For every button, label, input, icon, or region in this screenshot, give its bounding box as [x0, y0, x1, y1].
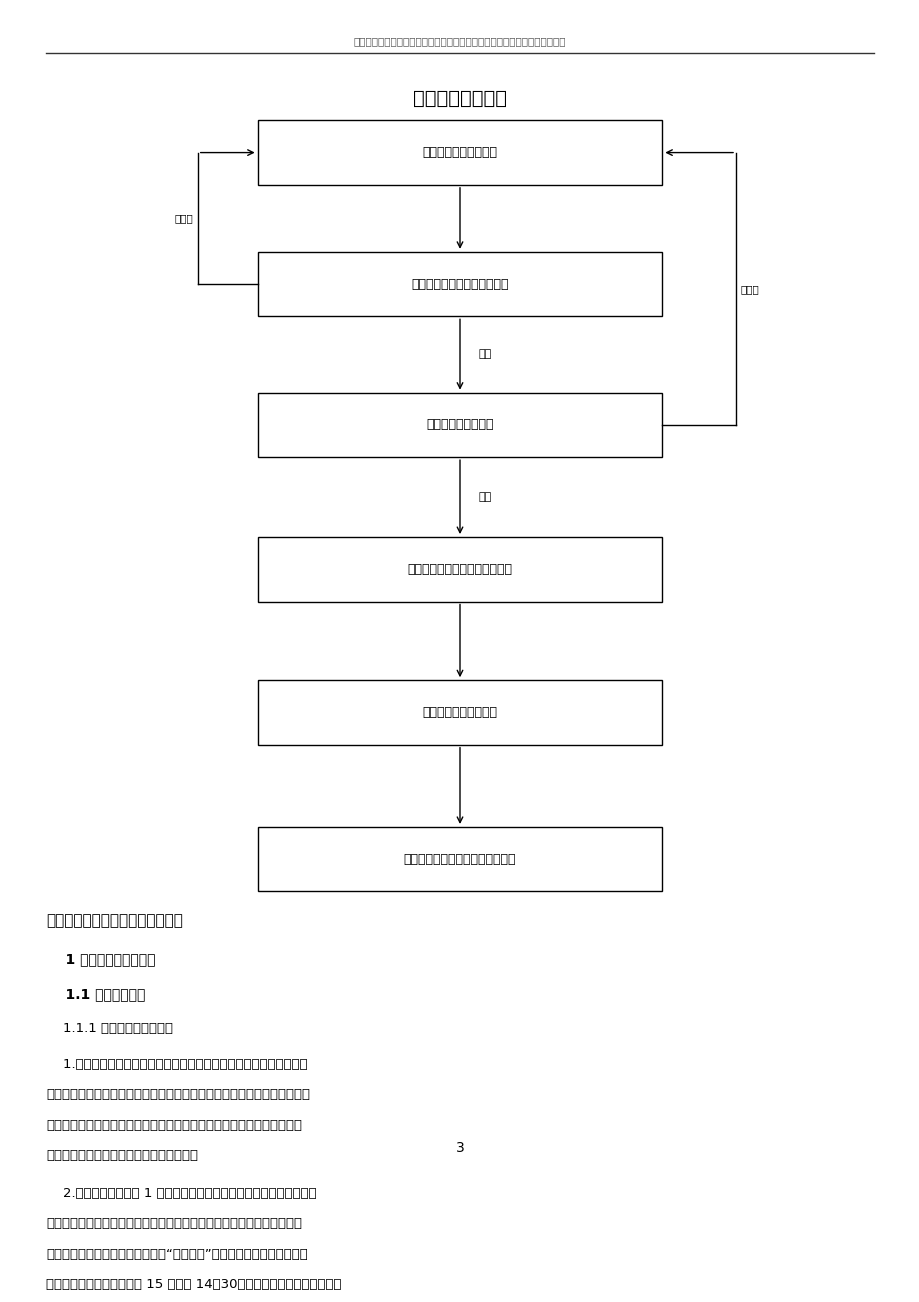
FancyBboxPatch shape [257, 827, 662, 892]
Text: 工安全措施、施工安全配合协议、“三图一表”及相关会议纪要等）报昆枢: 工安全措施、施工安全配合协议、“三图一表”及相关会议纪要等）报昆枢 [46, 1247, 308, 1260]
Text: （施工组织及负责人、施工安全和质量的保障措施及防护办法、列车运行: （施工组织及负责人、施工安全和质量的保障措施及防护办法、列车运行 [46, 1118, 301, 1131]
Text: 1.施工单位提报的施工计划内容应包括：施工方案设计（施工项目、: 1.施工单位提报的施工计划内容应包括：施工方案设计（施工项目、 [46, 1057, 307, 1070]
Text: 2.各施工单位于每月 1 日前，将经昆枢指挥部或路局建设管理处审查: 2.各施工单位于每月 1 日前，将经昆枢指挥部或路局建设管理处审查 [46, 1186, 316, 1199]
Text: 施工单位现场组织施工: 施工单位现场组织施工 [422, 706, 497, 719]
Text: 1 施工方案提报和审批: 1 施工方案提报和审批 [46, 952, 155, 966]
Text: 通过: 通过 [478, 492, 491, 503]
FancyBboxPatch shape [257, 120, 662, 185]
Text: 既有线施工流程图: 既有线施工流程图 [413, 89, 506, 108]
Text: 既有线工程移交相关设备管理单位: 既有线工程移交相关设备管理单位 [403, 853, 516, 866]
FancyBboxPatch shape [257, 393, 662, 457]
Text: 批准的施工项目编制成次月施工方案及相关配套资料（施工组织设计、施: 批准的施工项目编制成次月施工方案及相关配套资料（施工组织设计、施 [46, 1217, 301, 1230]
Text: 不通过: 不通过 [175, 214, 193, 224]
Text: 1.1 月度施工计划: 1.1 月度施工计划 [46, 987, 145, 1001]
Text: 指挥部。路局施工办于每月 15 日下午 14：30（遇法定节假日顺延至下一工: 指挥部。路局施工办于每月 15 日下午 14：30（遇法定节假日顺延至下一工 [46, 1279, 341, 1292]
Text: 施工单位上报施工方案: 施工单位上报施工方案 [422, 146, 497, 159]
FancyBboxPatch shape [257, 536, 662, 602]
Text: 监理、业主审查并上报铁路局: 监理、业主审查并上报铁路局 [411, 277, 508, 290]
FancyBboxPatch shape [257, 251, 662, 316]
FancyBboxPatch shape [257, 680, 662, 745]
Text: 1.1.1 施工计划提报规定：: 1.1.1 施工计划提报规定： [46, 1022, 173, 1035]
Text: 不通过: 不通过 [740, 284, 758, 294]
Text: 四、监理工作控制要点及监控手段: 四、监理工作控制要点及监控手段 [46, 913, 183, 928]
Text: 铁路局相关部门审查: 铁路局相关部门审查 [425, 418, 494, 431]
Text: 作业内容、地点和时间、影响范围、施工方案及验收安排）、施工组织设计: 作业内容、地点和时间、影响范围、施工方案及验收安排）、施工组织设计 [46, 1088, 310, 1101]
Text: 条件）、施工安全配合协议书等基本内容。: 条件）、施工安全配合协议书等基本内容。 [46, 1150, 198, 1163]
Text: 通过: 通过 [478, 349, 491, 359]
Text: 施工单位签订安全施工配合协议: 施工单位签订安全施工配合协议 [407, 562, 512, 575]
Text: 3: 3 [455, 1141, 464, 1155]
Text: 中铁二院咋询监理公司昆明枢组铁路项目监理部既有线施工安全监理实施细则: 中铁二院咋询监理公司昆明枢组铁路项目监理部既有线施工安全监理实施细则 [354, 36, 565, 46]
